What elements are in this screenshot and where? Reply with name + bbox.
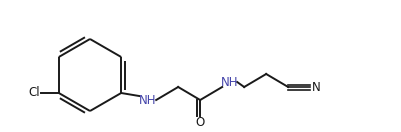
Text: NH: NH xyxy=(138,93,156,107)
Text: Cl: Cl xyxy=(28,86,40,100)
Text: NH: NH xyxy=(220,76,237,88)
Text: O: O xyxy=(195,116,204,128)
Text: N: N xyxy=(311,81,320,93)
